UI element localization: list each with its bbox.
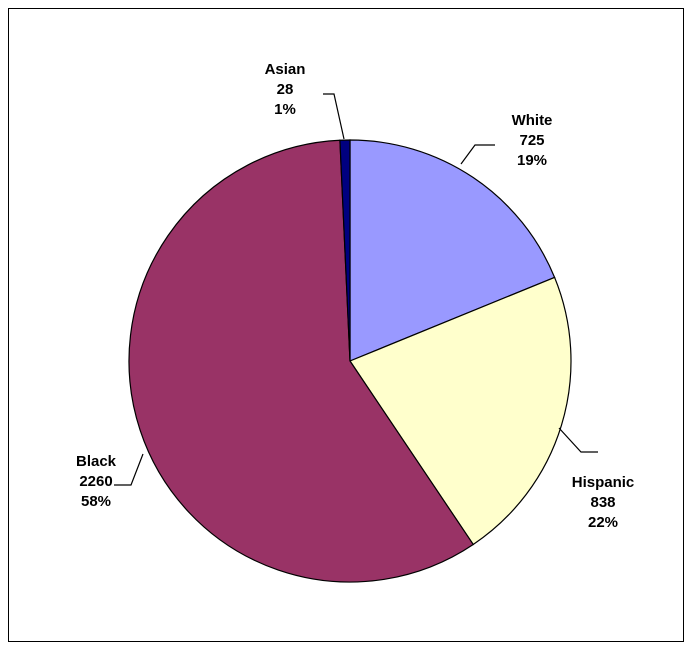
data-label-asian-percent: 1%	[274, 101, 296, 118]
data-label-white-percent: 19%	[517, 152, 547, 169]
pie-slice-asian	[339, 139, 351, 362]
pie-slice-black	[128, 139, 475, 583]
data-label-black-name: Black	[76, 453, 117, 470]
data-label-black-value: 2260	[79, 473, 112, 490]
leader-line-white	[460, 144, 495, 165]
data-label-asian-name: Asian	[265, 61, 306, 78]
pie-slice-hispanic	[349, 276, 572, 546]
leader-line-black	[114, 453, 144, 486]
data-label-hispanic-name: Hispanic	[572, 474, 635, 491]
data-label-hispanic-percent: 22%	[588, 514, 618, 531]
data-label-black-percent: 58%	[81, 493, 111, 510]
leader-line-hispanic	[558, 427, 598, 453]
pie-slice-white	[349, 139, 556, 362]
data-label-white-value: 725	[519, 132, 544, 149]
data-label-hispanic-value: 838	[590, 494, 615, 511]
data-label-asian-value: 28	[277, 81, 294, 98]
leader-line-asian	[323, 93, 345, 140]
data-label-white-name: White	[512, 112, 553, 129]
